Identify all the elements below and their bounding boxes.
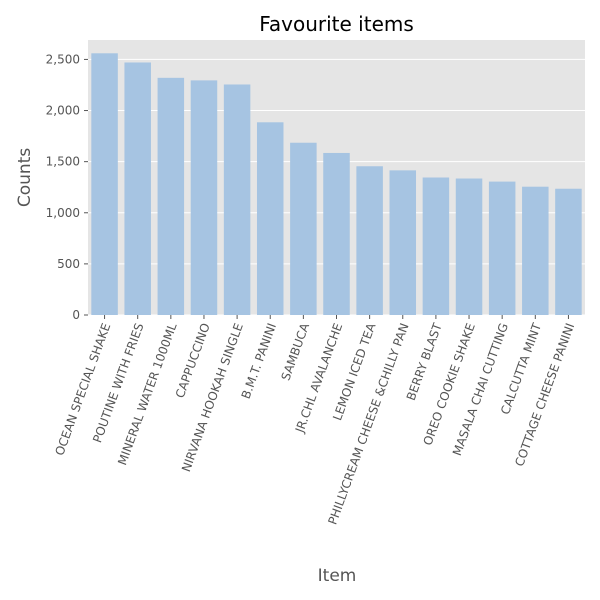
bar — [290, 142, 317, 315]
bar — [356, 166, 383, 315]
x-tick-label: CAPPUCCINO — [173, 321, 213, 400]
bar — [422, 177, 450, 315]
y-tick-label: 0 — [72, 308, 80, 322]
y-axis-ticks: 0 500 1,000 1,500 2,000 2,500 — [46, 52, 88, 322]
bars — [91, 53, 582, 316]
y-tick-label: 1,000 — [46, 206, 80, 220]
y-tick-label: 2,500 — [46, 52, 80, 66]
chart-title: Favourite items — [259, 12, 414, 36]
bar — [522, 186, 549, 315]
bar — [555, 188, 582, 315]
bar — [157, 77, 185, 315]
bar — [455, 178, 483, 315]
bar — [124, 62, 151, 315]
y-axis-title: Counts — [15, 148, 35, 207]
bar — [256, 122, 284, 316]
x-axis-title: Item — [318, 566, 357, 586]
y-tick-label: 500 — [57, 257, 80, 271]
bar — [190, 80, 218, 315]
y-tick-label: 1,500 — [46, 155, 80, 169]
bar — [389, 170, 417, 315]
x-tick-label: B.M.T. PANINI — [239, 321, 279, 400]
bar — [323, 152, 350, 315]
bar — [91, 53, 118, 315]
x-tick-label: NIRVANA HOOKAH SINGLE — [179, 321, 246, 473]
y-tick-label: 2,000 — [46, 104, 80, 118]
bar — [488, 181, 516, 315]
bar — [223, 84, 251, 315]
x-tick-label: SAMBUCA — [279, 321, 313, 383]
